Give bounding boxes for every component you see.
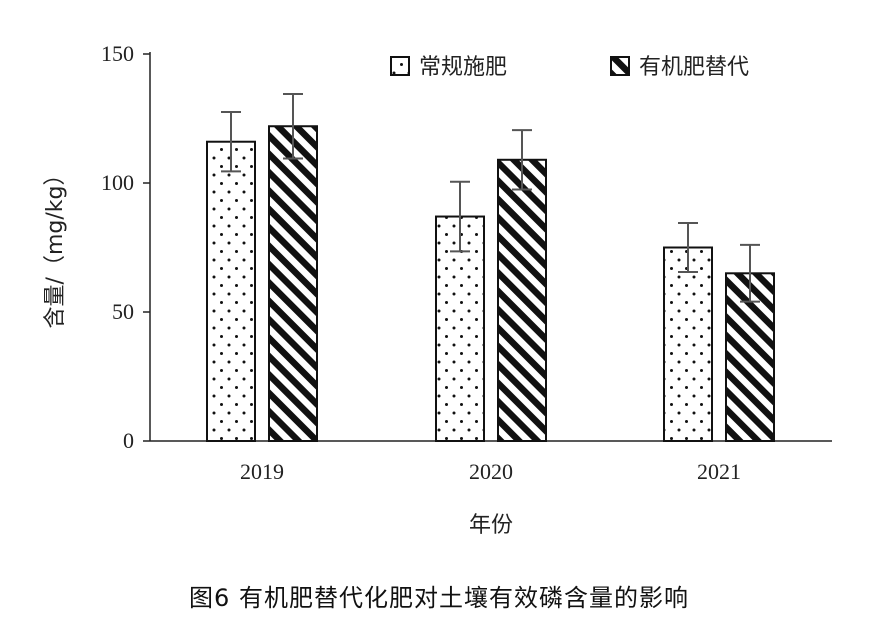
- y-axis-title: 含量/（mg/kg）: [43, 164, 68, 329]
- y-tick-label: 150: [101, 41, 134, 66]
- bar: [206, 140, 256, 442]
- y-tick-label: 50: [112, 299, 134, 324]
- legend-swatch: [610, 56, 630, 76]
- x-tick-label: 2019: [240, 459, 284, 484]
- tick-labels: 0 50 100 150 2019 2020 2021: [101, 41, 741, 484]
- y-tick-label: 100: [101, 170, 134, 195]
- bars: [206, 125, 775, 443]
- legend-label: 常规施肥: [419, 55, 507, 80]
- bar: [497, 158, 547, 442]
- figure-caption: 图6 有机肥替代化肥对土壤有效磷含量的影响: [189, 584, 689, 612]
- bar: [268, 125, 318, 443]
- bar: [435, 215, 485, 442]
- bar-chart: 0 50 100 150 2019 2020 2021 常规施肥 有机肥替代 含量/（mg/k…: [43, 41, 832, 538]
- error-bars: [221, 92, 760, 303]
- x-tick-label: 2020: [469, 459, 513, 484]
- x-tick-label: 2021: [697, 459, 741, 484]
- legend-label: 有机肥替代: [639, 55, 749, 80]
- axes: [143, 52, 832, 442]
- legend-swatch: [390, 56, 410, 76]
- x-axis-title: 年份: [469, 513, 513, 538]
- legend: 常规施肥 有机肥替代: [390, 55, 749, 80]
- y-tick-label: 0: [123, 428, 134, 453]
- bar: [663, 246, 713, 442]
